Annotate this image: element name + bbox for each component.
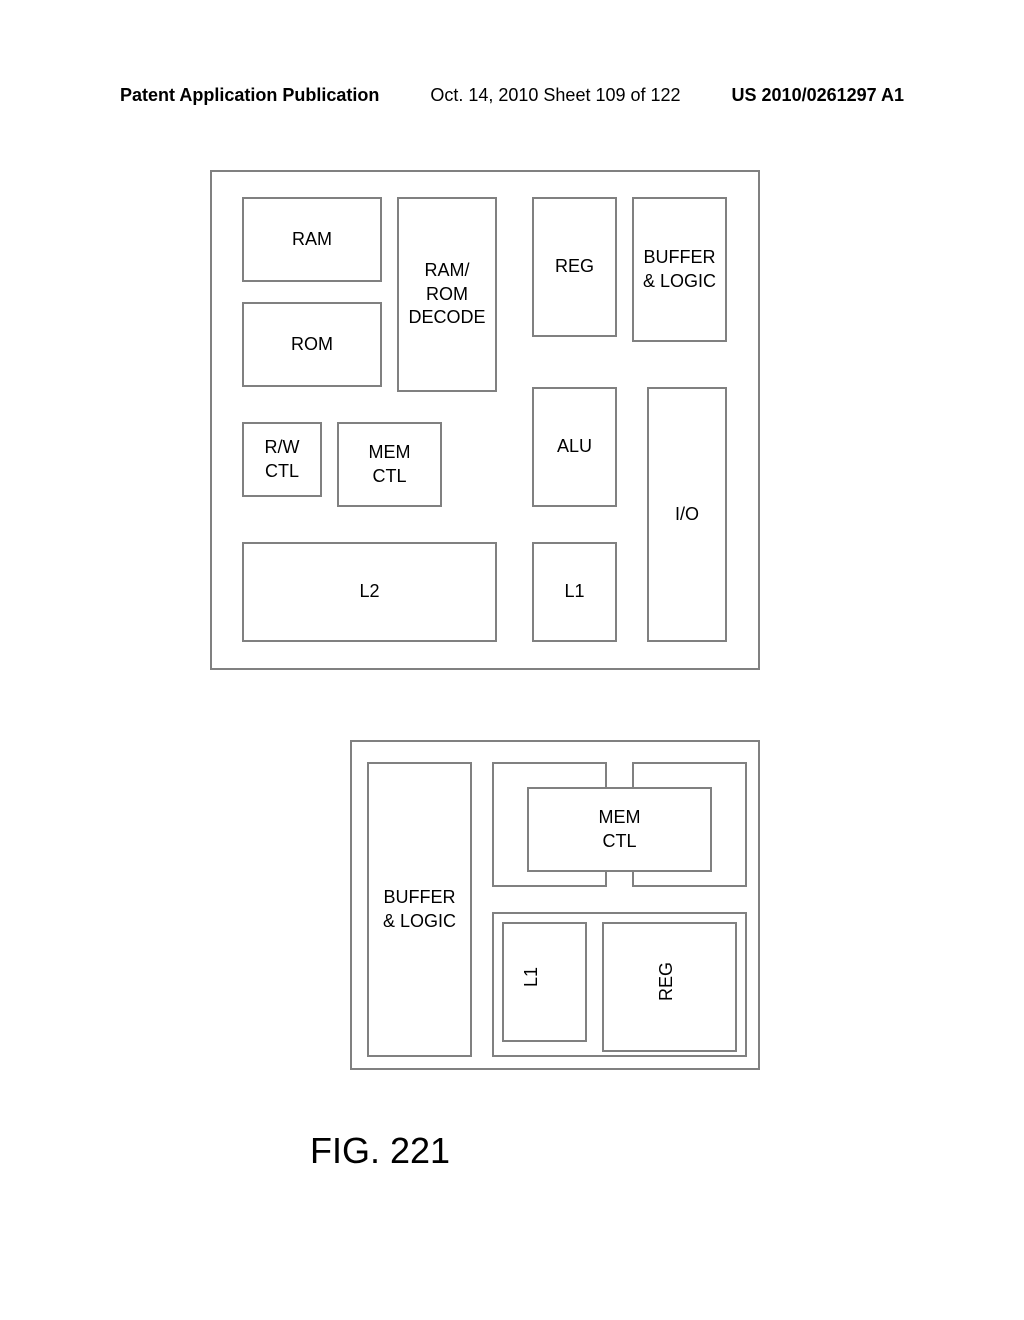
label-l2: L2 (359, 580, 379, 603)
label-l1: L1 (564, 580, 584, 603)
bottom-diagram: BUFFER& LOGIC MEMCTL L1 REG (350, 740, 760, 1070)
block-buffer-logic: BUFFER& LOGIC (632, 197, 727, 342)
block-rom: ROM (242, 302, 382, 387)
block-l1-b: L1 (517, 932, 547, 1022)
block-alu: ALU (532, 387, 617, 507)
block-reg: REG (532, 197, 617, 337)
label-mem-ctl-b: MEMCTL (599, 806, 641, 853)
figure-label: FIG. 221 (310, 1130, 450, 1172)
block-rw-ctl: R/WCTL (242, 422, 322, 497)
label-l1-b: L1 (520, 967, 543, 987)
block-ram: RAM (242, 197, 382, 282)
header-mid: Oct. 14, 2010 Sheet 109 of 122 (430, 85, 680, 106)
block-reg-b: REG (647, 937, 687, 1027)
label-ram: RAM (292, 228, 332, 251)
label-rw-ctl: R/WCTL (265, 436, 300, 483)
top-diagram: RAM ROM RAM/ROMDECODE REG BUFFER& LOGIC … (210, 170, 760, 670)
label-rom: ROM (291, 333, 333, 356)
page-header: Patent Application Publication Oct. 14, … (0, 85, 1024, 106)
label-alu: ALU (557, 435, 592, 458)
block-buffer-logic-b: BUFFER& LOGIC (367, 762, 472, 1057)
label-reg: REG (555, 255, 594, 278)
header-left: Patent Application Publication (120, 85, 379, 106)
block-mem-ctl: MEMCTL (337, 422, 442, 507)
label-ram-rom-decode: RAM/ROMDECODE (408, 259, 485, 329)
block-ram-rom-decode: RAM/ROMDECODE (397, 197, 497, 392)
label-buffer-logic: BUFFER& LOGIC (643, 246, 716, 293)
label-buffer-logic-b: BUFFER& LOGIC (383, 886, 456, 933)
block-io: I/O (647, 387, 727, 642)
block-l2: L2 (242, 542, 497, 642)
header-right: US 2010/0261297 A1 (732, 85, 904, 106)
block-mem-ctl-b: MEMCTL (527, 787, 712, 872)
label-mem-ctl: MEMCTL (369, 441, 411, 488)
block-l1: L1 (532, 542, 617, 642)
label-reg-b: REG (655, 962, 678, 1001)
label-io: I/O (675, 503, 699, 526)
